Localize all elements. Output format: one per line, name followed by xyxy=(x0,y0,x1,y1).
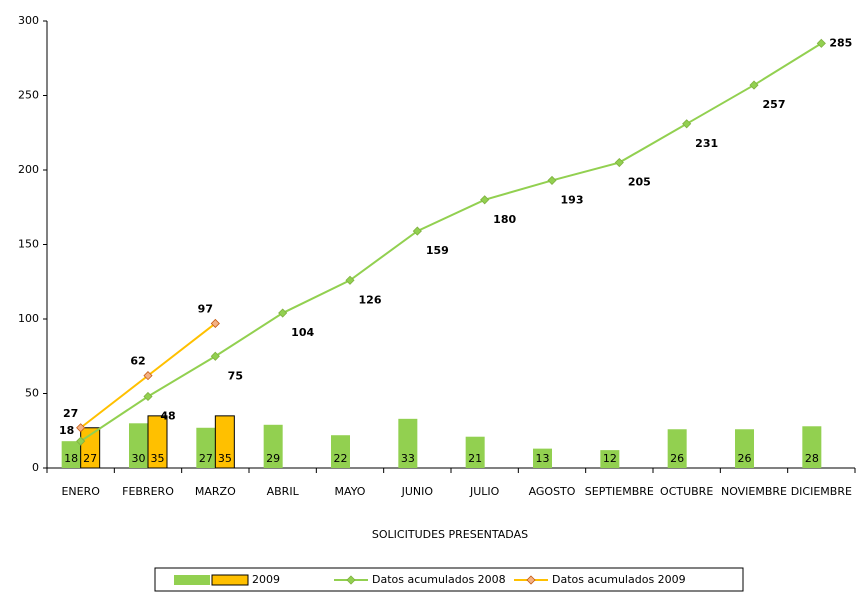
x-axis-title: SOLICITUDES PRESENTADAS xyxy=(372,528,528,541)
x-tick-label: ENERO xyxy=(61,485,100,498)
y-tick-label: 200 xyxy=(18,163,39,176)
bar-value-label: 22 xyxy=(334,452,348,465)
legend-marker xyxy=(346,575,356,585)
bar xyxy=(802,426,822,468)
legend-marker xyxy=(526,575,536,585)
line-marker xyxy=(480,195,490,205)
bar-value-label: 28 xyxy=(805,452,819,465)
line-marker xyxy=(143,371,153,381)
x-tick-label: OCTUBRE xyxy=(660,485,713,498)
line-marker xyxy=(76,423,86,433)
x-tick-label: ABRIL xyxy=(267,485,300,498)
x-tick-label: MAYO xyxy=(335,485,366,498)
bar xyxy=(61,441,81,468)
bar xyxy=(735,429,754,468)
bar-value-label: 35 xyxy=(218,452,232,465)
line-value-label: 48 xyxy=(160,409,175,422)
line-marker xyxy=(76,436,86,446)
bar-value-label: 26 xyxy=(670,452,684,465)
x-tick-label: JULIO xyxy=(469,485,500,498)
line-marker xyxy=(749,80,759,90)
bar xyxy=(196,427,216,468)
bar-value-label: 30 xyxy=(132,452,146,465)
legend-label: 2009 xyxy=(252,573,280,586)
line-marker xyxy=(345,275,355,285)
line-marker xyxy=(143,391,153,402)
line-marker xyxy=(547,175,557,185)
bar-value-label: 18 xyxy=(64,452,78,465)
bar-value-label: 27 xyxy=(199,452,213,465)
bar xyxy=(600,450,620,468)
legend xyxy=(154,567,744,592)
bar xyxy=(147,415,168,469)
bar-value-label: 35 xyxy=(151,452,165,465)
line-marker xyxy=(210,351,220,361)
line-marker xyxy=(278,308,288,318)
bar xyxy=(214,415,235,469)
x-tick-label: JUNIO xyxy=(401,485,434,498)
y-tick-label: 250 xyxy=(18,89,39,102)
bar-value-label: 29 xyxy=(266,452,280,465)
y-tick-label: 150 xyxy=(18,238,39,251)
bar-value-label: 26 xyxy=(738,452,752,465)
line-value-label: 193 xyxy=(561,193,584,206)
bar-value-label: 12 xyxy=(603,452,617,465)
bar xyxy=(533,448,552,468)
bar-value-label: 13 xyxy=(536,452,550,465)
bar xyxy=(398,418,418,468)
line-value-label: 62 xyxy=(130,355,145,368)
line-value-label: 285 xyxy=(829,36,852,49)
line-value-label: 104 xyxy=(291,326,314,339)
bar xyxy=(667,429,687,468)
line-value-label: 18 xyxy=(59,424,74,437)
bar-value-label: 33 xyxy=(401,452,415,465)
x-tick-label: AGOSTO xyxy=(529,485,576,498)
line xyxy=(80,42,822,443)
legend-swatch xyxy=(174,575,210,585)
line-marker xyxy=(210,318,220,329)
x-tick-label: FEBRERO xyxy=(122,485,174,498)
x-tick-label: MARZO xyxy=(195,485,236,498)
y-tick-label: 300 xyxy=(18,14,39,27)
legend-box xyxy=(154,567,744,592)
line-value-label: 126 xyxy=(359,293,382,306)
y-tick-label: 100 xyxy=(18,312,39,325)
x-tick-label: SEPTIEMBRE xyxy=(585,485,654,498)
line-value-label: 257 xyxy=(763,98,786,111)
line-marker xyxy=(614,157,624,168)
line-value-label: 27 xyxy=(63,407,78,420)
line-value-label: 205 xyxy=(628,176,651,189)
line-value-label: 159 xyxy=(426,244,449,257)
line-value-label: 97 xyxy=(198,302,213,315)
line-marker xyxy=(412,226,422,236)
bar-value-label: 27 xyxy=(83,452,97,465)
bar xyxy=(331,435,350,468)
x-tick-label: NOVIEMBRE xyxy=(721,485,787,498)
legend-label: Datos acumulados 2009 xyxy=(552,573,686,586)
bar xyxy=(263,424,283,468)
line-value-label: 75 xyxy=(228,369,243,382)
legend-label: Datos acumulados 2008 xyxy=(372,573,506,586)
x-tick-label: DICIEMBRE xyxy=(791,485,852,498)
y-tick-label: 50 xyxy=(25,387,39,400)
line-value-label: 180 xyxy=(493,213,516,226)
legend-swatch xyxy=(211,574,249,586)
y-tick-label: 0 xyxy=(32,461,39,474)
bar xyxy=(465,436,485,468)
line-marker xyxy=(816,38,826,48)
line-marker xyxy=(682,119,692,129)
line-value-label: 231 xyxy=(695,137,718,150)
bar-value-label: 21 xyxy=(468,452,482,465)
bar xyxy=(129,423,148,468)
